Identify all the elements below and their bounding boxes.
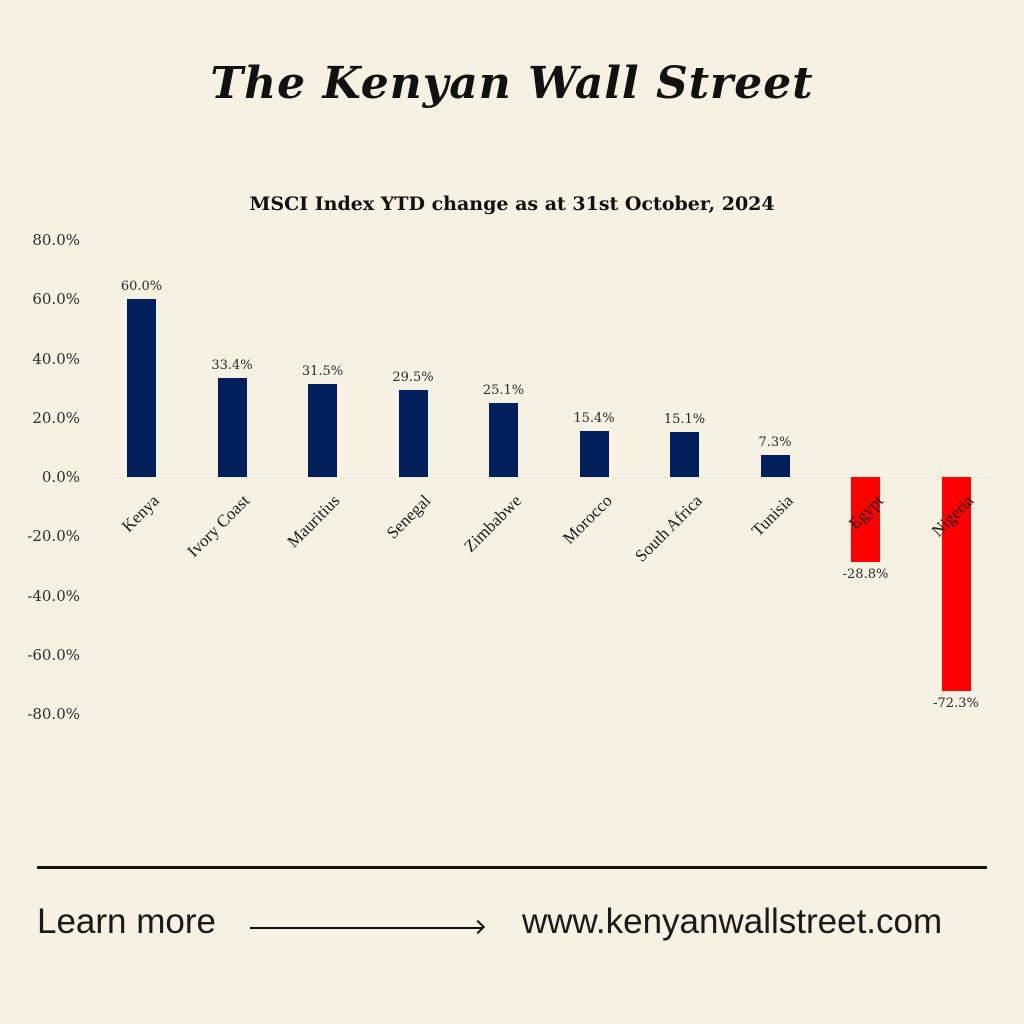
y-tick-label: 40.0%: [32, 349, 80, 368]
data-label: -72.3%: [933, 696, 979, 712]
website-link[interactable]: www.kenyanwallstreet.com: [522, 902, 943, 941]
bar-south-africa: [670, 432, 699, 477]
footer-divider: [37, 866, 987, 869]
y-tick-label: -60.0%: [27, 645, 80, 664]
chart-title: MSCI Index YTD change as at 31st October…: [249, 193, 775, 215]
bar-nigeria: [941, 477, 971, 692]
learn-more-text: Learn more: [37, 902, 216, 941]
x-tick-label: Mauritius: [283, 491, 344, 552]
data-label: 25.1%: [482, 382, 525, 398]
x-tick-label: South Africa: [631, 491, 706, 566]
x-tick-label: Kenya: [118, 491, 163, 536]
data-label: 33.4%: [211, 358, 253, 374]
data-label: -28.8%: [842, 567, 889, 583]
bar-morocco: [579, 431, 609, 477]
y-tick-label: 60.0%: [32, 290, 80, 309]
y-tick-label: -40.0%: [27, 586, 80, 605]
bar-senegal: [398, 389, 428, 477]
bar-zimbabwe: [489, 402, 518, 477]
data-label: 29.5%: [392, 369, 434, 385]
y-tick-label: -20.0%: [27, 527, 80, 546]
x-tick-label: Ivory Coast: [183, 491, 254, 561]
bar-tunisia: [760, 455, 790, 477]
data-label: 60.0%: [120, 279, 163, 295]
data-label: 7.3%: [758, 435, 792, 451]
y-tick-label: 80.0%: [32, 231, 80, 249]
data-label: 15.1%: [663, 412, 706, 428]
x-tick-label: Zimbabwe: [460, 491, 525, 556]
data-label: 15.4%: [573, 411, 615, 427]
x-tick-label: Morocco: [558, 491, 616, 548]
x-tick-label: Tunisia: [747, 491, 797, 541]
bar-mauritius: [308, 383, 337, 477]
y-tick-label: 0.0%: [41, 468, 80, 486]
y-tick-label: 20.0%: [32, 408, 80, 427]
y-tick-label: -80.0%: [27, 705, 80, 723]
bar-egypt: [851, 477, 880, 563]
bar-ivory-coast: [217, 378, 247, 477]
x-tick-label: Senegal: [382, 491, 435, 543]
zero-baseline: [110, 477, 990, 478]
masthead-logo: The Kenyan Wall Street: [210, 58, 814, 109]
bar-kenya: [127, 299, 156, 477]
data-label: 31.5%: [301, 363, 344, 379]
arrow-right-icon: [250, 927, 482, 929]
